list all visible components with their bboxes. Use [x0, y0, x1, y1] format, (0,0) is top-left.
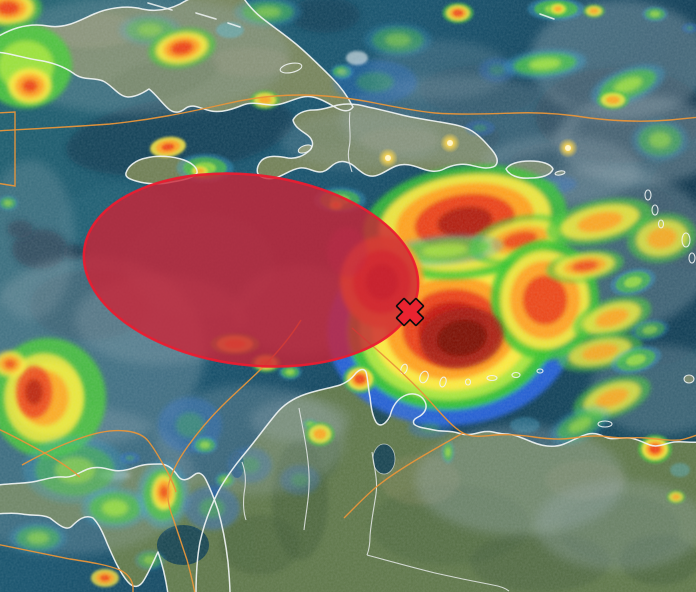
maritime-boundary-orange — [0, 429, 81, 478]
island-outline — [511, 371, 521, 379]
storm-x-marker-icon[interactable] — [392, 294, 429, 331]
cays-outline — [227, 22, 241, 28]
country-border-white — [366, 554, 510, 592]
maritime-boundary-orange — [167, 319, 302, 592]
maritime-boundary-orange — [0, 111, 16, 187]
country-border-white — [347, 111, 353, 173]
cays-outline — [539, 13, 555, 20]
island-outline — [419, 370, 429, 384]
coastline-puerto-rico — [505, 160, 554, 179]
orange-borders-layer — [0, 94, 696, 592]
island-outline — [657, 219, 665, 229]
island-outline — [439, 376, 447, 388]
country-border-white — [241, 461, 247, 521]
lightning-core-icon — [447, 140, 453, 146]
development-zone-ellipse[interactable] — [73, 155, 430, 385]
island-outline — [688, 252, 696, 264]
island-outline — [464, 378, 472, 386]
coastline-jamaica — [125, 155, 198, 185]
island-outline — [486, 374, 498, 382]
island-outline — [597, 420, 613, 428]
lightning-layer — [378, 133, 578, 168]
maritime-boundary-orange — [343, 432, 464, 519]
maritime-boundary-orange — [0, 544, 134, 592]
maritime-boundary-orange — [0, 94, 696, 132]
island-outline — [683, 374, 695, 384]
lightning-core-icon — [565, 145, 571, 151]
island-outline — [681, 232, 691, 248]
maritime-boundary-orange — [21, 429, 177, 493]
cays-outline — [147, 2, 173, 11]
island-outline — [644, 189, 652, 201]
coastline-hispaniola — [256, 103, 498, 180]
white-borders-layer — [241, 111, 510, 592]
island-outline — [651, 204, 659, 216]
lightning-core-icon — [385, 155, 391, 161]
country-border-white — [298, 407, 310, 531]
storm-marker-layer — [392, 294, 429, 331]
island-outline — [536, 368, 544, 374]
coastline-panama — [0, 463, 231, 592]
cays-outline — [195, 12, 217, 20]
island-outline — [279, 62, 303, 74]
coastline-cuba — [0, 0, 354, 113]
country-border-white — [366, 451, 378, 556]
development-zone-layer — [73, 155, 430, 385]
island-outline — [554, 170, 566, 176]
maritime-boundary-orange — [351, 327, 696, 441]
island-outline — [297, 144, 313, 154]
